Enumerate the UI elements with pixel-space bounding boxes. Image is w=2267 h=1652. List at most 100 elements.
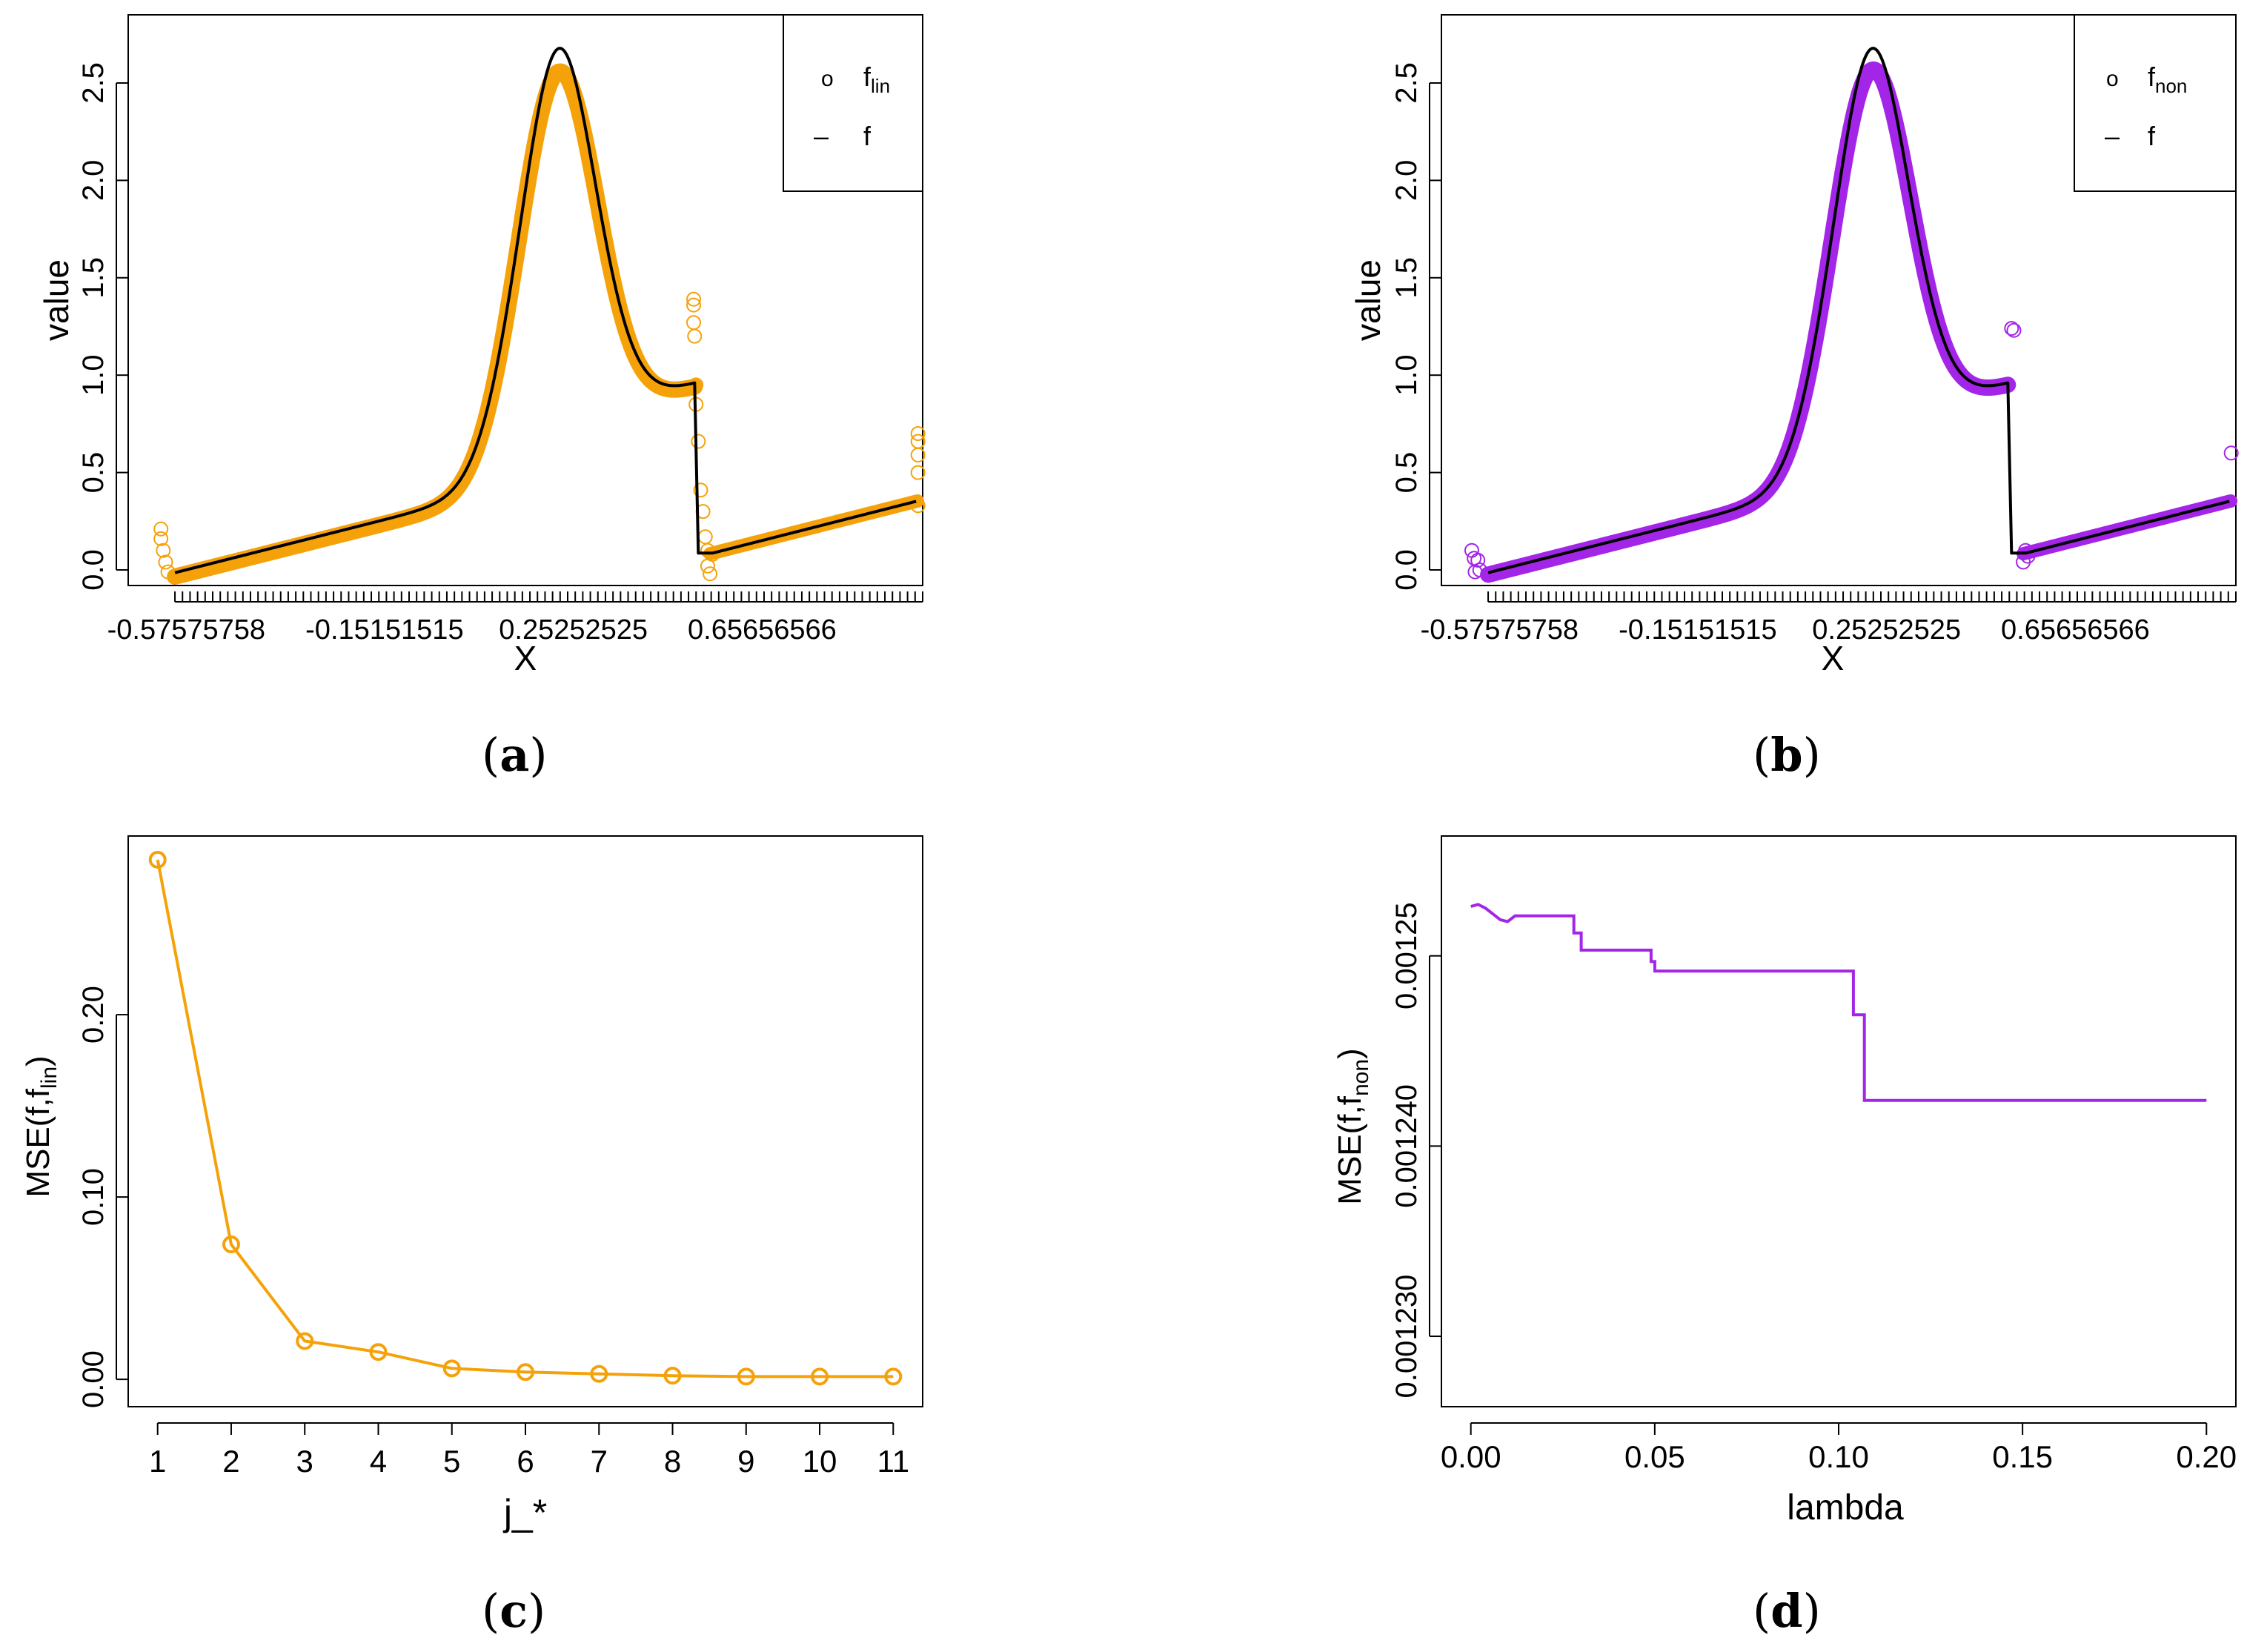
a-outlier-point-0 [153, 521, 169, 537]
plot-c-axes: 1 2 3 4 5 6 7 8 9 10 11 0.00 0.10 0.20 [77, 986, 909, 1479]
c-xtick-label-5: 6 [517, 1444, 534, 1479]
a-outlier-point-17 [703, 566, 718, 582]
c-xtick-label-8: 9 [737, 1444, 754, 1479]
c-series-line [156, 859, 894, 1379]
a-outlier-point-22 [910, 465, 926, 480]
plot-a-frame [127, 14, 923, 586]
a-outlier-point-21 [910, 447, 926, 462]
plot-d-xlabel: lambda [1787, 1488, 1904, 1527]
c-point-0 [148, 850, 167, 869]
c-ytick-label-1: 0.10 [77, 1168, 110, 1226]
legend-b-symbol-1: o [2106, 67, 2119, 91]
a-outlier-point-15 [700, 543, 715, 558]
caption-b: (b) [1753, 728, 1821, 782]
c-xtick-label-3: 4 [370, 1444, 387, 1479]
a-outlier-point-14 [697, 529, 713, 545]
c-point-4 [442, 1359, 461, 1378]
b-outlier-point-10 [2223, 445, 2239, 461]
b-ytick-label-2: 1.0 [1390, 354, 1423, 396]
b-outlier-point-6 [2006, 322, 2022, 338]
d-xtick-label-1: 0.05 [1624, 1439, 1685, 1474]
c-xtick-label-6: 7 [591, 1444, 608, 1479]
legend-b-box [2074, 14, 2237, 192]
a-outlier-point-12 [693, 482, 708, 498]
c-point-1 [222, 1235, 240, 1254]
a-xtick-label-1: -0.15151515 [305, 614, 463, 646]
a-outlier-point-5 [686, 291, 702, 307]
d-ytick-label-2: 0.00125 [1390, 902, 1423, 1009]
plot-b-legend: o fnon – f [2074, 14, 2237, 192]
b-reference-line-f [1487, 47, 2230, 574]
a-ytick-label-3: 1.5 [77, 257, 110, 299]
c-xtick-label-1: 2 [222, 1444, 239, 1479]
legend-b-label-1: fnon [2148, 62, 2187, 97]
c-xtick-label-4: 5 [443, 1444, 460, 1479]
b-outlier-point-9 [2020, 548, 2036, 564]
c-ytick-label-2: 0.20 [77, 986, 110, 1044]
c-point-5 [517, 1363, 534, 1381]
a-outlier-point-3 [158, 554, 173, 570]
d-ytick-label-0: 0.001230 [1390, 1275, 1423, 1399]
plot-b-ylabel: value [1349, 259, 1387, 341]
caption-d: (d) [1753, 1584, 1821, 1638]
caption-a: (a) [482, 728, 548, 782]
legend-a-box [783, 14, 923, 192]
plot-d-frame [1441, 835, 2237, 1407]
plot-b-xlabel: X [1822, 639, 1845, 677]
legend-b-symbol-2: – [2105, 121, 2120, 151]
a-outlier-point-7 [686, 315, 702, 331]
plot-a-marks [153, 47, 926, 585]
a-outlier-point-1 [153, 531, 169, 546]
d-series-line [1470, 903, 2207, 1102]
b-outlier-point-3 [1470, 552, 1486, 568]
a-outlier-point-19 [910, 426, 926, 442]
c-ytick-label-0: 0.00 [77, 1350, 110, 1408]
d-ytick-label-1: 0.001240 [1390, 1084, 1423, 1208]
plot-b-marks [1464, 47, 2239, 583]
caption-c: (c) [482, 1584, 545, 1638]
a-xtick-label-3: 0.65656566 [688, 614, 837, 646]
plot-a-xlabel: X [514, 639, 537, 677]
a-outlier-point-2 [156, 543, 171, 558]
legend-a-label-2: f [863, 121, 872, 151]
legend-a-symbol-2: – [814, 121, 829, 151]
b-outlier-point-0 [1464, 543, 1479, 558]
plot-c-frame [127, 835, 923, 1407]
a-outlier-point-23 [910, 498, 926, 514]
plot-d-axes: 0.00 0.05 0.10 0.15 0.20 0.001230 0.001240 0.00… [1390, 902, 2237, 1474]
plot-c-marks [148, 850, 903, 1386]
c-point-3 [369, 1343, 388, 1361]
plot-a-legend: o flin – f [783, 14, 923, 192]
b-ytick-label-4: 2.0 [1390, 160, 1423, 202]
plot-b-axes: -0.57575758 -0.15151515 0.25252525 0.656565… [1390, 62, 2237, 646]
plot-c-xlabel: j_* [502, 1492, 547, 1533]
a-ytick-label-0: 0.0 [77, 549, 110, 591]
legend-a-symbol-1: o [821, 67, 834, 91]
c-xtick-label-9: 10 [803, 1444, 837, 1479]
panel-b: -0.57575758 -0.15151515 0.25252525 0.656565… [1349, 14, 2239, 677]
a-outlier-point-4 [160, 564, 176, 580]
a-outlier-point-11 [691, 434, 706, 449]
a-ytick-label-4: 2.0 [77, 160, 110, 202]
a-reference-line-f [174, 47, 917, 574]
b-marker-band-left [1480, 61, 2017, 583]
legend-a-label-1: flin [863, 62, 890, 97]
a-outlier-point-6 [686, 297, 702, 313]
a-ytick-label-1: 0.5 [77, 452, 110, 494]
c-xtick-label-10: 11 [877, 1444, 909, 1479]
b-ytick-label-1: 0.5 [1390, 452, 1423, 494]
plot-a-ylabel: value [37, 259, 76, 341]
a-marker-band-left [167, 63, 703, 585]
b-outlier-point-5 [2004, 321, 2019, 336]
legend-b-label-2: f [2148, 121, 2156, 151]
c-point-6 [590, 1364, 608, 1383]
b-xtick-label-2: 0.25252525 [1812, 614, 1961, 646]
a-xtick-label-2: 0.25252525 [499, 614, 648, 646]
a-ytick-label-5: 2.5 [77, 62, 110, 104]
d-xtick-label-2: 0.10 [1808, 1439, 1869, 1474]
b-xtick-label-3: 0.65656566 [2001, 614, 2150, 646]
c-point-9 [811, 1367, 829, 1386]
d-xtick-label-4: 0.20 [2176, 1439, 2237, 1474]
c-xtick-label-2: 3 [296, 1444, 313, 1479]
